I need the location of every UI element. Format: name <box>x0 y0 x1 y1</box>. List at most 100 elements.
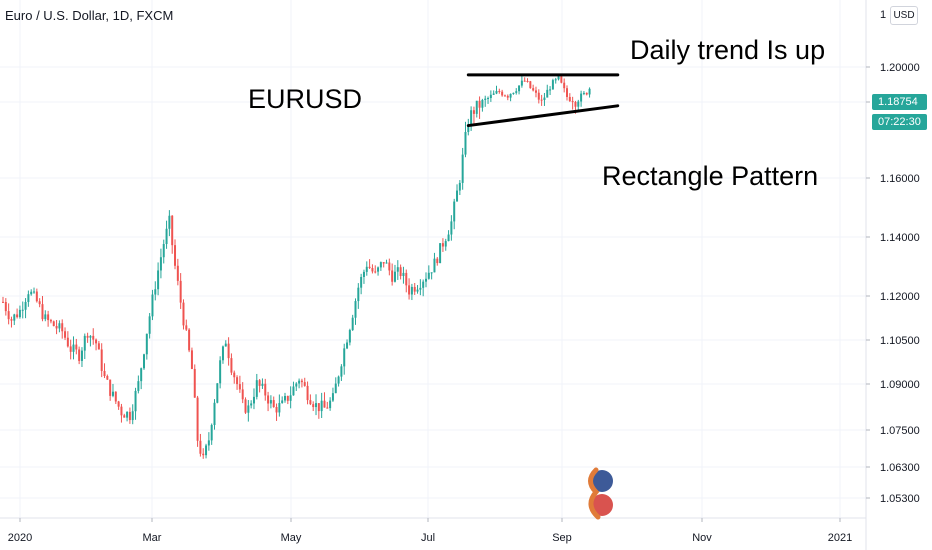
symbol-title[interactable]: Euro / U.S. Dollar, 1D, FXCM <box>5 8 174 23</box>
candle-body <box>549 89 552 91</box>
time-axis[interactable]: 2020 Mar May Jul Sep Nov 2021 <box>0 517 866 544</box>
candle-body <box>47 314 50 321</box>
candle-body <box>571 101 574 103</box>
candle-body <box>453 201 456 222</box>
candle-body <box>388 262 391 271</box>
candle-body <box>35 291 38 302</box>
candle-body <box>111 391 114 396</box>
candle-body <box>227 343 230 359</box>
candle-body <box>151 294 154 317</box>
pattern-bottom-line[interactable] <box>466 104 620 128</box>
candle-body <box>365 266 368 272</box>
candle-body <box>509 93 512 98</box>
candle-body <box>95 339 98 344</box>
price-tick-label: 1.20000 <box>880 62 920 74</box>
candle-body <box>126 411 129 418</box>
candle-body <box>55 325 58 329</box>
candle-body <box>69 346 72 352</box>
price-tick-label: 1.12000 <box>880 291 920 303</box>
logo-circle-top <box>591 470 613 492</box>
candle-body <box>323 400 326 408</box>
candle-body <box>252 396 255 404</box>
candle-body <box>540 99 543 101</box>
candle-body <box>27 294 30 302</box>
candle-body <box>286 396 289 401</box>
candle-body <box>238 384 241 390</box>
candle-body <box>193 368 196 398</box>
candle-body <box>224 343 227 347</box>
candle-body <box>80 350 83 361</box>
candle-body <box>168 215 171 229</box>
candle-body <box>86 335 89 338</box>
candle-body <box>241 389 244 400</box>
candle-body <box>379 262 382 268</box>
candle-body <box>410 286 413 295</box>
price-tick-label: 1.06300 <box>880 462 920 474</box>
candle-body <box>182 302 185 326</box>
candle-body <box>441 243 444 247</box>
candle-body <box>588 88 591 95</box>
candle-body <box>269 400 272 404</box>
candle-body <box>315 403 318 408</box>
price-tick-label: 1.16000 <box>880 173 920 185</box>
candle-body <box>439 243 442 264</box>
price-axis[interactable]: 1.200001.180001.160001.140001.120001.105… <box>865 0 920 550</box>
candle-body <box>100 349 103 371</box>
candle-body <box>165 228 168 245</box>
candle-body <box>402 272 405 277</box>
candle-body <box>255 380 258 397</box>
candle-body <box>554 79 557 81</box>
candle-body <box>419 287 422 290</box>
candle-body <box>506 95 509 98</box>
price-tick-label: 1.10500 <box>880 335 920 347</box>
candle-body <box>577 101 580 107</box>
candle-body <box>300 380 303 383</box>
candle-body <box>134 390 137 412</box>
candle-body <box>391 270 394 282</box>
candle-body <box>425 278 427 282</box>
candle-body <box>162 244 165 258</box>
candle-body <box>250 403 253 406</box>
candle-body <box>515 91 518 93</box>
candle-body <box>171 215 174 246</box>
candle-body <box>532 88 535 91</box>
candle-body <box>41 304 44 320</box>
candle-body <box>537 92 540 100</box>
candle-body <box>467 126 470 132</box>
candle-body <box>89 335 92 338</box>
time-tick-label: Sep <box>552 532 572 544</box>
candle-body <box>478 100 481 108</box>
candle-body <box>298 380 301 384</box>
candle-body <box>230 358 233 373</box>
candle-body <box>475 100 478 114</box>
candle-body <box>72 344 75 352</box>
candle-body <box>458 182 461 191</box>
candle-body <box>374 271 377 273</box>
candle-body <box>529 81 532 89</box>
candle-body <box>213 402 216 425</box>
candle-body <box>422 281 425 288</box>
candle-body <box>393 271 396 282</box>
candle-body <box>306 385 309 401</box>
currency-button[interactable]: USD <box>890 6 918 25</box>
candle-body <box>436 258 439 264</box>
candle-body <box>207 440 210 446</box>
candle-body <box>176 265 179 281</box>
candle-body <box>7 311 10 320</box>
candle-body <box>188 329 191 351</box>
candle-body <box>413 286 416 292</box>
candle-body <box>464 131 467 155</box>
price-tick-label: 1.09000 <box>880 379 920 391</box>
candle-body <box>582 92 585 94</box>
candle-body <box>157 270 160 290</box>
trend-annotation: Daily trend Is up <box>630 35 826 65</box>
time-tick-label: Mar <box>143 532 162 544</box>
broker-logo-icon <box>588 467 613 520</box>
candle-body <box>244 399 247 413</box>
candle-body <box>10 319 13 321</box>
candle-body <box>481 99 484 108</box>
candle-body <box>247 405 250 413</box>
candle-body <box>309 400 312 405</box>
candle-body <box>66 337 69 347</box>
